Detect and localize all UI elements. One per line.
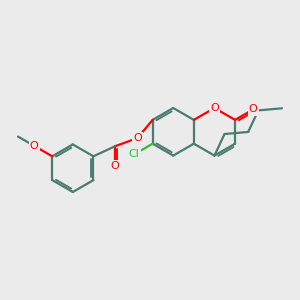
Text: O: O: [249, 104, 258, 114]
Text: O: O: [210, 103, 219, 113]
Text: Cl: Cl: [129, 149, 140, 159]
Text: O: O: [30, 141, 38, 151]
Text: O: O: [133, 133, 142, 143]
Text: O: O: [111, 161, 119, 172]
